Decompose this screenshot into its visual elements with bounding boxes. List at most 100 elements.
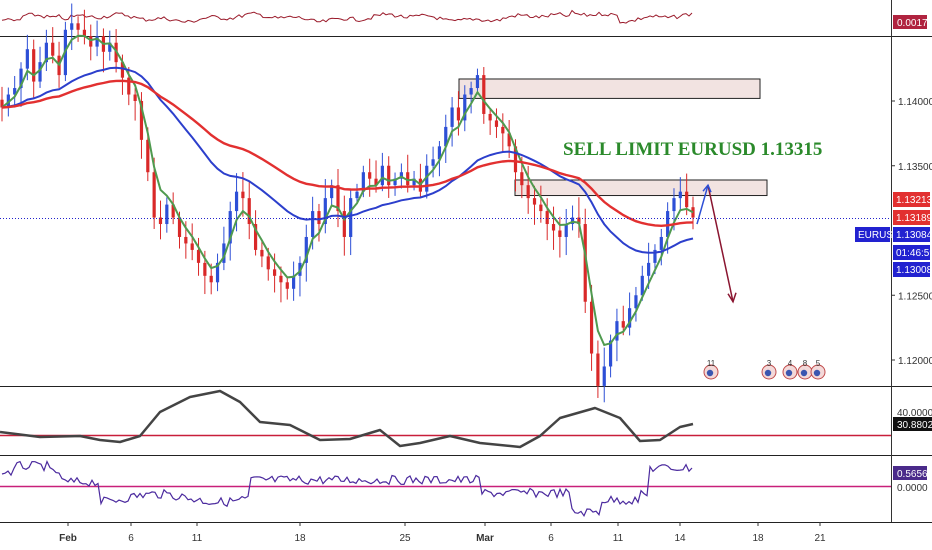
time-tick-label: Mar <box>476 533 494 544</box>
time-axis[interactable]: Feb 6 11 18 25 Mar 6 11 14 18 21 <box>59 522 826 544</box>
oscillator-1 <box>0 389 891 449</box>
candle-body <box>634 295 638 309</box>
top-indicator <box>1 9 693 24</box>
ema-slow-line <box>1 66 694 254</box>
calendar-event-badge[interactable]: 5 <box>810 359 826 380</box>
candle-body <box>653 249 657 263</box>
supply-zone <box>458 78 761 99</box>
candle-body <box>355 191 359 199</box>
candle-body <box>608 340 613 367</box>
candle-body <box>380 165 384 186</box>
candle-body <box>596 353 600 386</box>
calendar-event-badge[interactable]: 11 <box>703 359 719 380</box>
candle-body <box>393 178 397 186</box>
top-indicator-line <box>1 9 693 24</box>
badge-count: 5 <box>816 359 821 368</box>
candle-body <box>272 269 277 276</box>
candle-body <box>621 321 625 328</box>
candle-body <box>152 172 156 218</box>
candle-body <box>520 172 524 186</box>
candle-body <box>513 146 518 173</box>
candle-body <box>374 178 378 186</box>
candle-body <box>70 23 74 30</box>
candle-body <box>203 262 207 276</box>
indicator1-line <box>0 389 694 449</box>
candle-body <box>589 301 594 354</box>
top-indicator-value-tag: 0.0017 <box>893 15 928 29</box>
price-tag-bg <box>855 227 890 242</box>
indicator2-axis-label: 0.0000 <box>897 483 928 494</box>
projection-arrow <box>696 183 737 304</box>
candle-body <box>133 94 137 101</box>
moving-averages <box>1 34 694 347</box>
candle-body <box>228 211 232 244</box>
projection-up <box>696 184 709 225</box>
ema-mid-line <box>1 79 694 228</box>
calendar-badges[interactable]: 11 3 4 8 5 <box>703 359 826 380</box>
candle-body <box>387 165 391 186</box>
calendar-event-badge[interactable]: 8 <box>797 359 813 380</box>
candle-body <box>285 282 289 289</box>
candle-body <box>444 126 448 147</box>
candle-body <box>628 308 632 328</box>
candle-body <box>349 198 353 237</box>
candle-body <box>241 191 245 199</box>
candle-body <box>323 198 327 225</box>
candle-body <box>672 198 676 212</box>
candle-body <box>44 42 48 63</box>
price-tag-label: 01:46:59 <box>896 248 932 259</box>
projection-down <box>707 185 734 302</box>
price-tick-label: 1.14000 <box>898 97 932 108</box>
candle-body <box>482 75 486 114</box>
time-tick-label: 6 <box>128 533 134 544</box>
candle-body <box>469 88 473 95</box>
flag-icon <box>800 369 808 377</box>
candle-body <box>539 204 543 212</box>
candle-body <box>120 62 125 78</box>
candle-body <box>146 139 150 173</box>
svg-text:30.8802: 30.8802 <box>897 420 932 431</box>
price-tick-label: 1.12000 <box>898 356 932 367</box>
candle-body <box>545 211 549 225</box>
candles <box>0 3 695 403</box>
price-tick-label: 1.13500 <box>898 162 932 173</box>
candle-body <box>494 120 499 127</box>
calendar-event-badge[interactable]: 3 <box>761 359 777 380</box>
candle-body <box>171 204 175 218</box>
candle-body <box>247 198 251 225</box>
flag-icon <box>706 369 714 377</box>
candle-body <box>564 224 568 237</box>
candle-body <box>336 185 340 212</box>
candle-body <box>215 262 220 283</box>
candle-body <box>640 275 644 296</box>
candle-body <box>526 185 530 199</box>
candle-body <box>158 217 163 225</box>
candle-body <box>190 243 194 250</box>
candle-body <box>425 165 429 192</box>
candle-body <box>89 36 93 47</box>
candle-body <box>279 275 283 283</box>
calendar-event-badge[interactable]: 4 <box>782 359 798 380</box>
candle-body <box>165 204 169 225</box>
price-axis[interactable]: 1.14000 1.13500 1.12500 1.12000 <box>891 97 932 367</box>
price-tick-label: 1.12500 <box>898 291 932 302</box>
supply-zones <box>458 78 768 197</box>
candle-body <box>406 172 410 186</box>
candle-body <box>25 49 29 69</box>
candle-body <box>13 88 17 95</box>
candle-body <box>368 172 372 179</box>
time-tick-label: 18 <box>294 533 306 544</box>
price-tag-label: 1.13008 <box>896 265 932 276</box>
candle-body <box>507 133 511 147</box>
flag-icon <box>813 369 821 377</box>
candle-body <box>659 236 663 250</box>
time-tick-label: 11 <box>192 533 203 544</box>
candle-body <box>253 224 258 250</box>
candle-body <box>437 146 442 160</box>
candle-body <box>399 172 403 179</box>
time-tick-label: Feb <box>59 533 77 544</box>
candle-body <box>647 262 651 276</box>
price-tag-bg <box>893 210 930 225</box>
candle-body <box>361 172 365 192</box>
